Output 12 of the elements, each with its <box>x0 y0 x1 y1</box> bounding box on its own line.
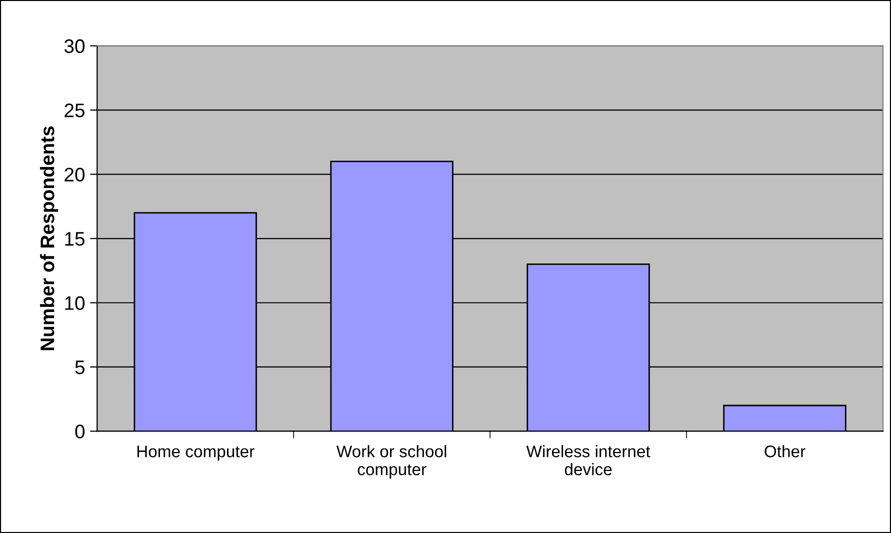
x-tick-label: Other <box>764 445 806 458</box>
y-tick-label: 10 <box>65 296 85 310</box>
y-tick-label: 5 <box>75 360 84 374</box>
y-tick-label: 30 <box>64 39 85 54</box>
x-tick-label: Wireless internet device <box>526 445 650 476</box>
x-tick-label: Work or school computer <box>336 445 446 479</box>
x-tick-label: Home computer <box>137 446 254 461</box>
y-tick-label: 25 <box>64 104 84 118</box>
y-tick-label: 20 <box>64 168 85 182</box>
y-tick-label: 0 <box>75 424 85 438</box>
y-tick-label: 15 <box>65 232 84 246</box>
y-axis-title: Number of Respondents <box>40 126 58 350</box>
